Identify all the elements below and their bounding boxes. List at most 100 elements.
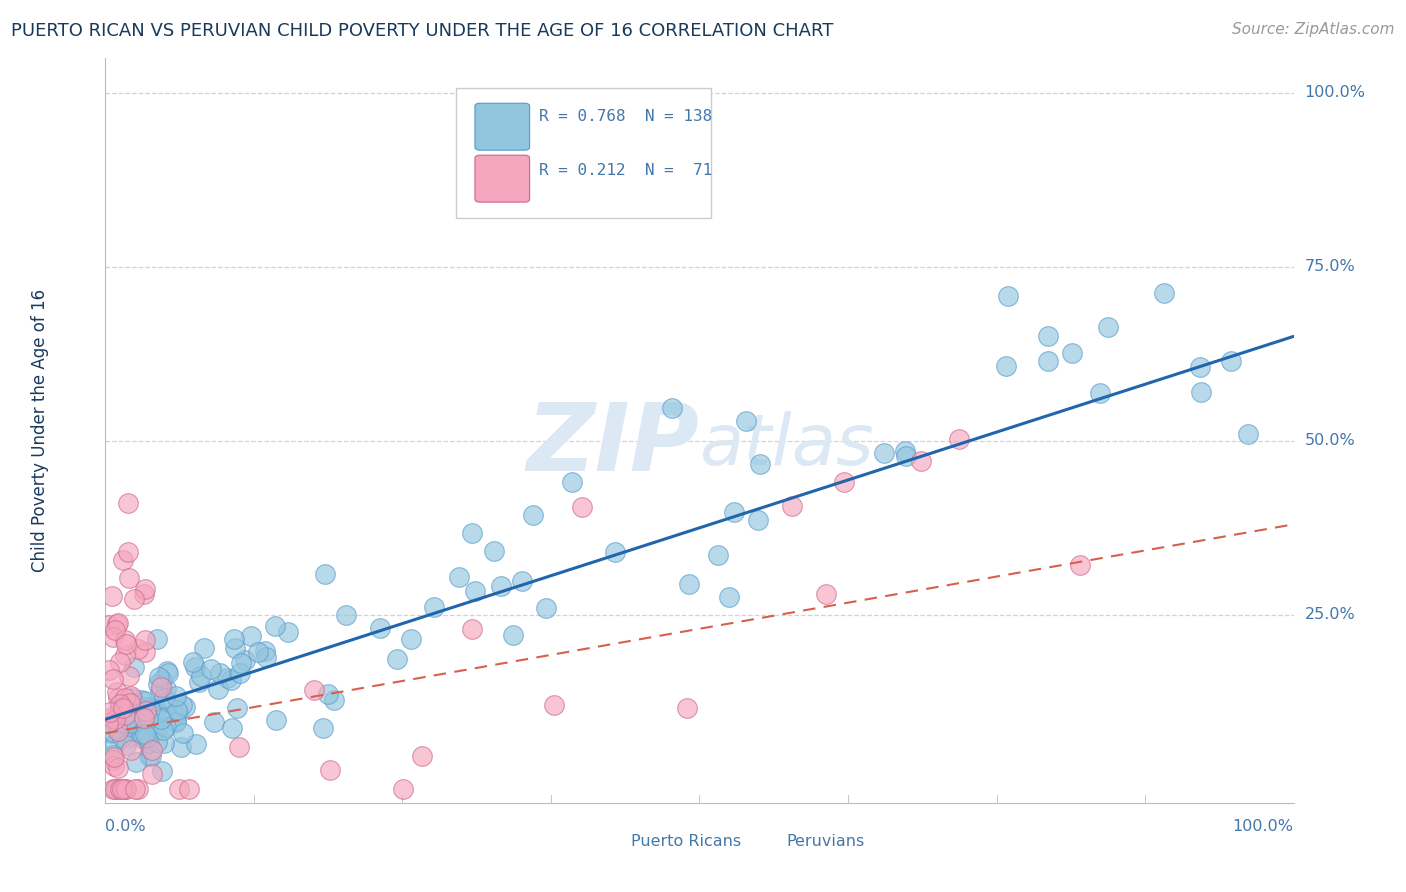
Point: [717, 590, 740, 604]
Point: [173, 700, 195, 714]
Point: [98, 663, 121, 677]
Point: [141, 749, 163, 764]
Point: [105, 616, 128, 631]
Point: [603, 545, 626, 559]
Text: 25.0%: 25.0%: [1305, 607, 1355, 623]
Point: [1088, 385, 1111, 400]
Point: [217, 671, 239, 685]
Point: [107, 691, 129, 706]
Point: [124, 714, 146, 728]
Point: [335, 608, 357, 623]
Point: [277, 624, 299, 639]
Point: [166, 706, 188, 720]
Point: [184, 737, 207, 751]
Point: [561, 475, 583, 490]
Point: [156, 664, 179, 678]
Point: [107, 761, 129, 775]
Point: [118, 730, 141, 744]
Point: [124, 659, 146, 673]
Point: [100, 589, 122, 603]
Point: [190, 669, 212, 683]
Point: [127, 721, 149, 735]
Point: [114, 707, 136, 722]
Point: [104, 623, 127, 637]
Point: [155, 681, 177, 696]
Point: [114, 715, 136, 730]
Point: [706, 548, 728, 562]
Text: Source: ZipAtlas.com: Source: ZipAtlas.com: [1232, 22, 1395, 37]
Point: [118, 571, 141, 585]
Point: [120, 742, 142, 756]
Point: [122, 591, 145, 606]
Point: [98, 705, 121, 719]
Point: [661, 401, 683, 416]
Point: [226, 700, 249, 714]
Point: [131, 714, 153, 729]
Point: [1220, 354, 1243, 368]
Point: [124, 696, 146, 710]
Point: [522, 508, 544, 523]
Point: [997, 289, 1019, 303]
Point: [146, 735, 169, 749]
Point: [224, 640, 246, 655]
Point: [910, 454, 932, 468]
Point: [676, 700, 699, 714]
Point: [117, 545, 139, 559]
Point: [254, 650, 277, 665]
Text: R = 0.212  N =  71: R = 0.212 N = 71: [538, 162, 713, 178]
Point: [132, 587, 155, 601]
Point: [115, 738, 138, 752]
Text: Child Poverty Under the Age of 16: Child Poverty Under the Age of 16: [31, 289, 49, 572]
Point: [155, 720, 177, 734]
Point: [678, 577, 700, 591]
Point: [136, 700, 159, 714]
Point: [121, 691, 143, 706]
Point: [464, 584, 486, 599]
Point: [98, 617, 121, 632]
Point: [111, 700, 134, 714]
Point: [747, 513, 769, 527]
Point: [155, 695, 177, 709]
Point: [125, 723, 148, 738]
Point: [128, 705, 150, 719]
Point: [318, 763, 340, 777]
Point: [138, 749, 160, 764]
Point: [264, 713, 287, 727]
Text: 75.0%: 75.0%: [1305, 260, 1355, 275]
Point: [449, 570, 471, 584]
FancyBboxPatch shape: [475, 155, 530, 202]
Point: [111, 731, 134, 745]
Point: [145, 702, 167, 716]
Point: [165, 689, 187, 703]
Point: [1153, 286, 1175, 301]
Point: [132, 711, 155, 725]
Point: [156, 666, 179, 681]
Point: [127, 642, 149, 657]
Point: [1237, 426, 1260, 441]
Point: [221, 721, 243, 735]
Point: [103, 749, 125, 764]
Point: [150, 680, 173, 694]
Text: PUERTO RICAN VS PERUVIAN CHILD POVERTY UNDER THE AGE OF 16 CORRELATION CHART: PUERTO RICAN VS PERUVIAN CHILD POVERTY U…: [11, 22, 834, 40]
Point: [104, 781, 127, 796]
Point: [148, 670, 170, 684]
FancyBboxPatch shape: [749, 828, 783, 854]
Point: [108, 781, 131, 796]
Text: R = 0.768  N = 138: R = 0.768 N = 138: [538, 109, 713, 123]
Point: [948, 432, 970, 446]
Point: [207, 682, 229, 697]
Point: [312, 721, 335, 735]
Point: [723, 505, 745, 519]
Point: [177, 781, 200, 796]
Point: [208, 666, 231, 681]
Point: [815, 587, 838, 601]
Point: [135, 731, 157, 745]
Point: [734, 414, 756, 428]
Point: [491, 579, 513, 593]
Point: [534, 600, 557, 615]
Point: [125, 756, 148, 770]
Point: [117, 496, 139, 510]
Point: [111, 781, 134, 796]
Point: [316, 687, 339, 701]
Point: [138, 732, 160, 747]
